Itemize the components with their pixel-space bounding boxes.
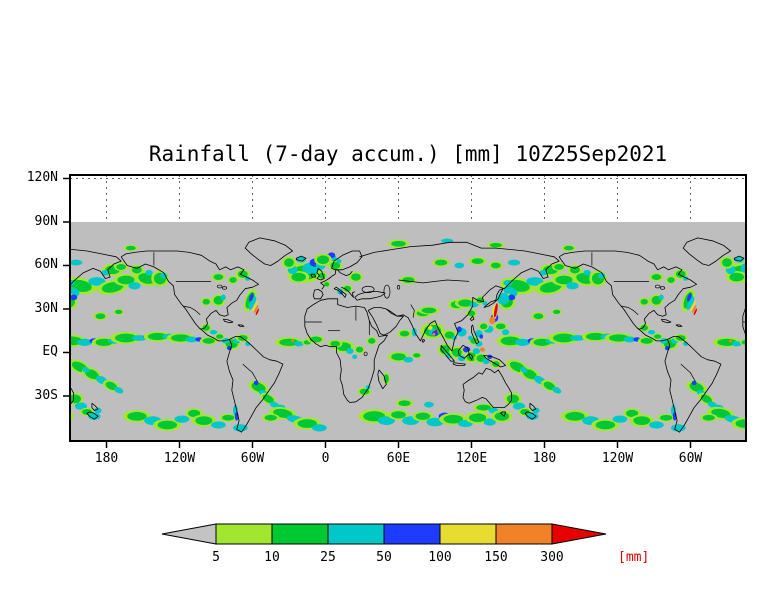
x-axis-tick-label: 120E: [455, 451, 488, 466]
world-rainfall-map: [63, 174, 747, 448]
x-axis-tick-label: 120W: [163, 451, 196, 466]
axis-tick-marks: [63, 177, 692, 448]
x-axis-tick-label: 60W: [678, 451, 703, 466]
legend-segment: [439, 523, 497, 545]
legend-boundary-label: 300: [540, 550, 563, 565]
y-axis-tick-label: EQ: [42, 344, 58, 360]
x-axis-tick-label: 60E: [386, 451, 411, 466]
legend-segment: [271, 523, 329, 545]
rainfall-shading: [70, 238, 746, 432]
legend-above-max-arrow: [551, 523, 607, 545]
coastlines: [70, 237, 746, 433]
country-borders: [153, 252, 746, 382]
gridlines: [70, 175, 746, 222]
y-axis-tick-label: 60N: [34, 257, 58, 273]
y-axis-tick-label: 30S: [34, 387, 58, 403]
chart-title: Rainfall (7-day accum.) [mm] 10Z25Sep202…: [148, 142, 668, 166]
legend-boundary-label: 5: [212, 550, 220, 565]
legend-boundary-label: 25: [320, 550, 336, 565]
legend-segment: [383, 523, 441, 545]
legend-boundary-label: 50: [376, 550, 392, 565]
y-axis-tick-label: 90N: [34, 213, 58, 229]
legend-segment: [495, 523, 553, 545]
inland-waters: [216, 284, 666, 357]
y-axis-tick-label: 30N: [34, 300, 58, 316]
legend-boundary-label: 100: [428, 550, 451, 565]
x-axis-tick-label: 120W: [601, 451, 634, 466]
x-axis-tick-label: 60W: [240, 451, 265, 466]
legend-below-min-arrow: [161, 523, 217, 545]
legend-boundary-label: 10: [264, 550, 280, 565]
legend-segment: [327, 523, 385, 545]
plot-frame: [69, 174, 747, 442]
legend-boundary-label: 150: [484, 550, 507, 565]
y-axis-tick-label: 120N: [26, 170, 58, 186]
x-axis-tick-label: 180: [532, 451, 557, 466]
legend-segment: [215, 523, 273, 545]
x-axis-tick-label: 180: [94, 451, 119, 466]
legend-unit-label: [mm]: [618, 550, 649, 565]
x-axis-tick-label: 0: [321, 451, 330, 466]
colorbar-legend: 5 10 25 50 100 150 300 [mm]: [161, 523, 649, 565]
